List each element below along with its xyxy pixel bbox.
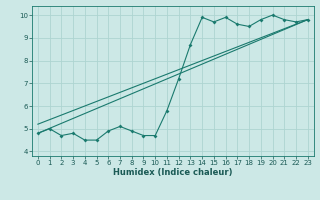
X-axis label: Humidex (Indice chaleur): Humidex (Indice chaleur): [113, 168, 233, 177]
